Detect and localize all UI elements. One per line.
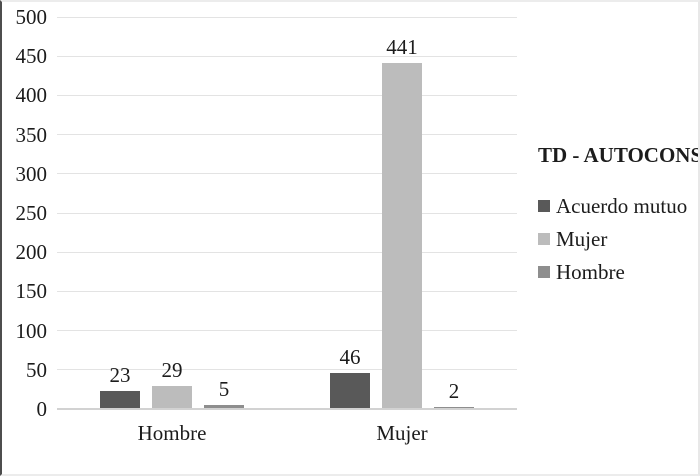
y-tick-label: 150 (15, 279, 48, 304)
gridline (57, 134, 517, 136)
legend-swatch-icon (538, 200, 550, 212)
legend-title: TD - AUTOCONS (538, 143, 700, 167)
gridline (57, 251, 517, 253)
bar-hombre (204, 405, 244, 409)
legend-item-label: Mujer (556, 227, 608, 251)
y-tick-label: 350 (15, 122, 48, 147)
bar-value-label: 5 (218, 377, 230, 401)
y-tick-label: 450 (15, 44, 48, 69)
legend-item-mujer: Mujer (538, 227, 698, 251)
gridline (57, 369, 517, 371)
y-tick-label: 100 (15, 318, 48, 343)
y-tick-label: 200 (15, 240, 48, 265)
x-category-label: Mujer (376, 421, 428, 445)
y-tick-label: 50 (26, 357, 47, 382)
x-axis-category-labels: Hombre Mujer (57, 421, 517, 447)
gridline (57, 94, 517, 96)
y-tick-label: 0 (36, 397, 48, 421)
x-category-label: Hombre (137, 421, 207, 445)
gridline (57, 16, 517, 18)
plot-area: 23 29 5 46 441 2 (57, 16, 517, 410)
bar-value-label: 2 (448, 379, 460, 403)
y-axis-tick-labels: 0 50 100 150 200 250 300 350 400 450 500 (2, 5, 48, 421)
bar-value-label: 46 (339, 345, 361, 369)
bar-acuerdo-mutuo (330, 373, 370, 409)
legend-swatch-icon (538, 266, 550, 278)
gridline (57, 212, 517, 214)
bar-value-label: 23 (109, 363, 131, 387)
bar-value-label: 441 (386, 35, 418, 59)
gridline (57, 173, 517, 175)
legend-item-hombre: Hombre (538, 260, 698, 284)
bar-acuerdo-mutuo (100, 391, 140, 409)
legend-swatch-icon (538, 233, 550, 245)
y-tick-label: 300 (15, 161, 48, 186)
gridline (57, 290, 517, 292)
bar-mujer (382, 63, 422, 409)
x-axis-line (57, 408, 517, 410)
gridline (57, 330, 517, 332)
legend-item-acuerdo-mutuo: Acuerdo mutuo (538, 194, 698, 218)
gridline (57, 55, 517, 57)
bar-mujer (152, 386, 192, 409)
legend-item-label: Acuerdo mutuo (556, 194, 688, 218)
legend-item-label: Hombre (556, 260, 625, 284)
legend-items: Acuerdo mutuo Mujer Hombre (538, 194, 698, 284)
y-tick-label: 250 (15, 201, 48, 225)
bar-value-label: 29 (161, 358, 183, 382)
y-tick-label: 400 (15, 83, 48, 108)
legend: TD - AUTOCONS Acuerdo mutuo Mujer Hombre (538, 143, 700, 293)
y-tick-label: 500 (15, 5, 48, 29)
